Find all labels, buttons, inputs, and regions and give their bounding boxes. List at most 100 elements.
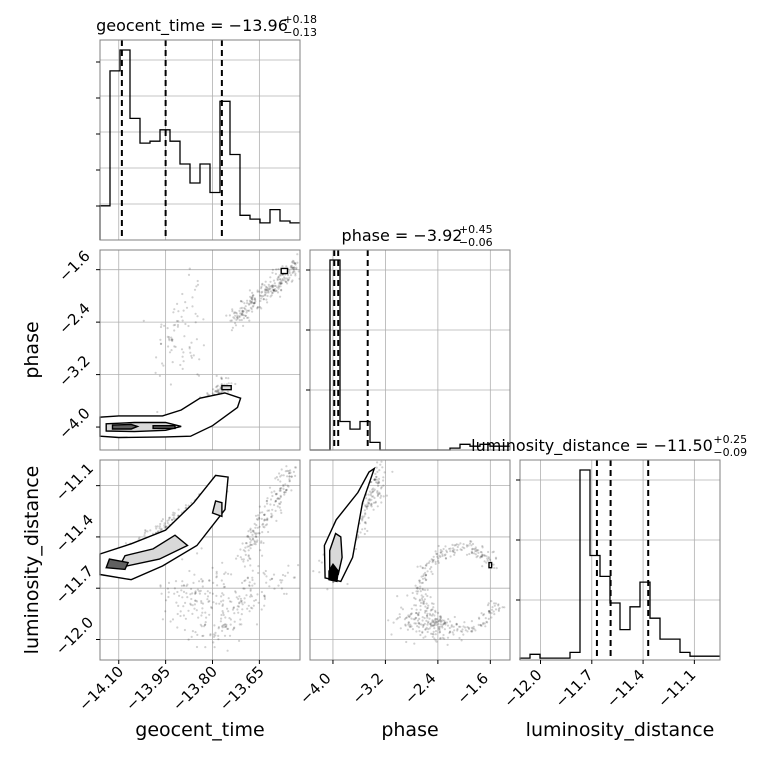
sample-point bbox=[263, 526, 266, 529]
sample-point bbox=[227, 382, 230, 385]
sample-point bbox=[405, 616, 408, 619]
sample-point bbox=[253, 539, 256, 542]
sample-point bbox=[281, 573, 285, 577]
sample-point bbox=[232, 316, 235, 319]
sample-point bbox=[229, 623, 232, 626]
sample-point bbox=[221, 604, 224, 608]
sample-point bbox=[433, 624, 436, 627]
sample-point bbox=[264, 569, 267, 573]
sample-point bbox=[419, 590, 422, 593]
sample-point bbox=[188, 569, 191, 573]
sample-point bbox=[169, 383, 172, 386]
sample-point bbox=[220, 383, 223, 386]
sample-point bbox=[239, 597, 242, 600]
sample-point bbox=[274, 492, 277, 495]
sample-point bbox=[421, 631, 424, 634]
sample-point bbox=[420, 601, 423, 605]
sample-point bbox=[276, 497, 280, 500]
sample-point bbox=[252, 529, 255, 532]
sample-point bbox=[424, 628, 427, 631]
sample-point bbox=[234, 311, 237, 314]
sample-point bbox=[166, 519, 169, 523]
sample-point bbox=[138, 536, 141, 539]
sample-point bbox=[431, 572, 434, 576]
sample-point bbox=[411, 591, 414, 595]
sample-point bbox=[215, 602, 218, 605]
sample-point bbox=[193, 607, 196, 610]
sample-point bbox=[434, 560, 437, 564]
sample-point bbox=[221, 629, 224, 633]
sample-point bbox=[485, 561, 488, 564]
sample-point bbox=[378, 491, 381, 494]
sample-point bbox=[255, 623, 259, 626]
sample-point bbox=[227, 377, 230, 380]
sample-point bbox=[233, 312, 236, 315]
sample-point bbox=[381, 466, 384, 469]
sample-point bbox=[163, 524, 166, 527]
sample-point bbox=[221, 603, 224, 606]
sample-point bbox=[372, 487, 375, 490]
sample-point bbox=[470, 550, 473, 553]
sample-point bbox=[163, 522, 166, 525]
sample-point bbox=[432, 559, 435, 563]
sample-point bbox=[222, 611, 225, 615]
title-prefix: luminosity_distance = bbox=[471, 436, 653, 456]
sample-point bbox=[245, 309, 248, 312]
sample-point bbox=[267, 288, 270, 291]
sample-point bbox=[262, 294, 265, 297]
sample-point bbox=[237, 611, 240, 614]
sample-point bbox=[206, 590, 209, 593]
sample-point bbox=[418, 579, 421, 582]
sample-point bbox=[370, 503, 373, 506]
sample-point bbox=[430, 632, 433, 635]
sample-point bbox=[382, 479, 385, 482]
sample-point bbox=[231, 326, 234, 329]
sample-point bbox=[455, 543, 458, 546]
sample-point bbox=[182, 360, 185, 363]
sample-point bbox=[292, 260, 295, 263]
sample-point bbox=[226, 627, 229, 631]
sample-point bbox=[236, 317, 239, 320]
sample-point bbox=[263, 513, 266, 517]
sample-point bbox=[451, 547, 455, 550]
sample-point bbox=[195, 645, 199, 649]
sample-point bbox=[471, 552, 474, 555]
sample-point bbox=[279, 487, 282, 490]
sample-point bbox=[281, 265, 284, 268]
sample-point bbox=[219, 391, 222, 394]
sample-point bbox=[376, 482, 379, 485]
x-tick-label: −11.1 bbox=[654, 666, 699, 711]
sample-point bbox=[404, 623, 407, 626]
sample-point bbox=[470, 620, 473, 623]
sample-point bbox=[182, 584, 186, 587]
sample-point bbox=[245, 311, 248, 314]
x-tick-label: −1.6 bbox=[454, 669, 492, 707]
sample-point bbox=[286, 279, 289, 282]
sample-point bbox=[366, 529, 369, 533]
sample-point bbox=[421, 567, 425, 570]
sample-point bbox=[177, 604, 180, 608]
sample-point bbox=[480, 551, 483, 554]
sample-point bbox=[159, 522, 162, 526]
sample-point bbox=[477, 623, 480, 627]
sample-point bbox=[275, 519, 278, 523]
x-tick-label: −3.2 bbox=[349, 669, 387, 707]
sample-point bbox=[471, 629, 474, 632]
sample-point bbox=[280, 581, 283, 584]
sample-point bbox=[379, 496, 382, 499]
sample-point bbox=[421, 619, 424, 622]
sample-point bbox=[418, 617, 421, 621]
sample-point bbox=[172, 516, 175, 519]
sample-point bbox=[144, 530, 147, 533]
sample-point bbox=[292, 470, 295, 473]
sample-point bbox=[246, 316, 249, 319]
panel-frame bbox=[519, 459, 721, 661]
sample-point bbox=[266, 497, 269, 500]
sample-point bbox=[363, 521, 366, 524]
sample-point bbox=[464, 626, 467, 629]
sample-point bbox=[240, 623, 243, 626]
sample-point bbox=[251, 607, 254, 610]
sample-point bbox=[380, 501, 383, 504]
sample-point bbox=[486, 621, 489, 624]
sample-point bbox=[263, 519, 266, 522]
